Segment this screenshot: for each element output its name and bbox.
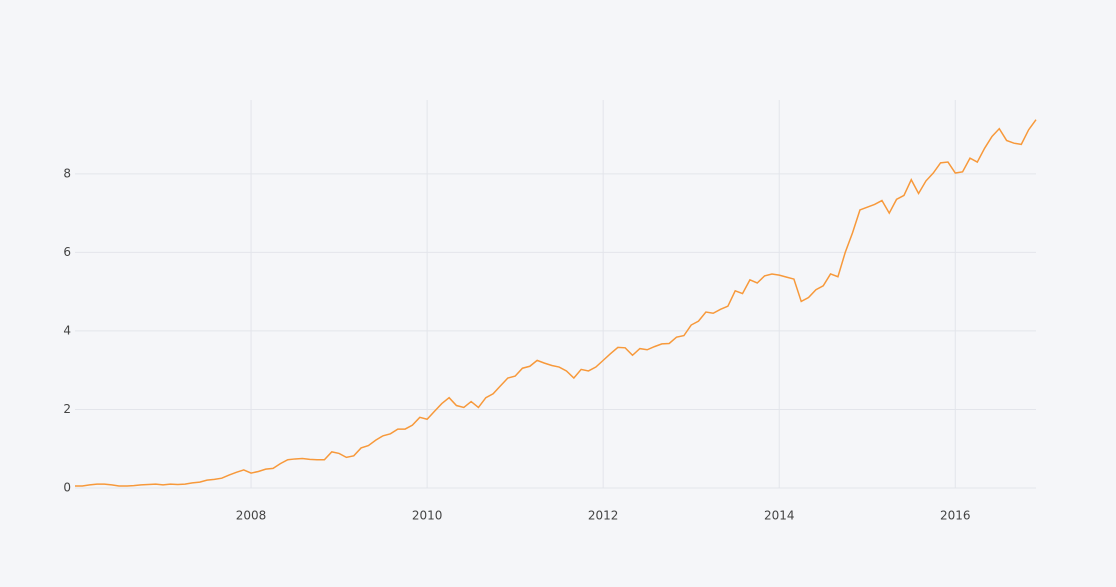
- y-tick-label: 4: [63, 323, 71, 337]
- y-tick-label: 0: [63, 481, 71, 495]
- data-line: [75, 119, 1037, 487]
- x-tick-label: 2016: [940, 509, 971, 523]
- x-tick-label: 2012: [588, 509, 619, 523]
- x-tick-label: 2008: [236, 509, 267, 523]
- y-tick-label: 8: [63, 166, 71, 180]
- y-tick-label: 6: [63, 245, 71, 259]
- x-tick-label: 2010: [412, 509, 443, 523]
- x-tick-label: 2014: [764, 509, 795, 523]
- y-tick-label: 2: [63, 402, 71, 416]
